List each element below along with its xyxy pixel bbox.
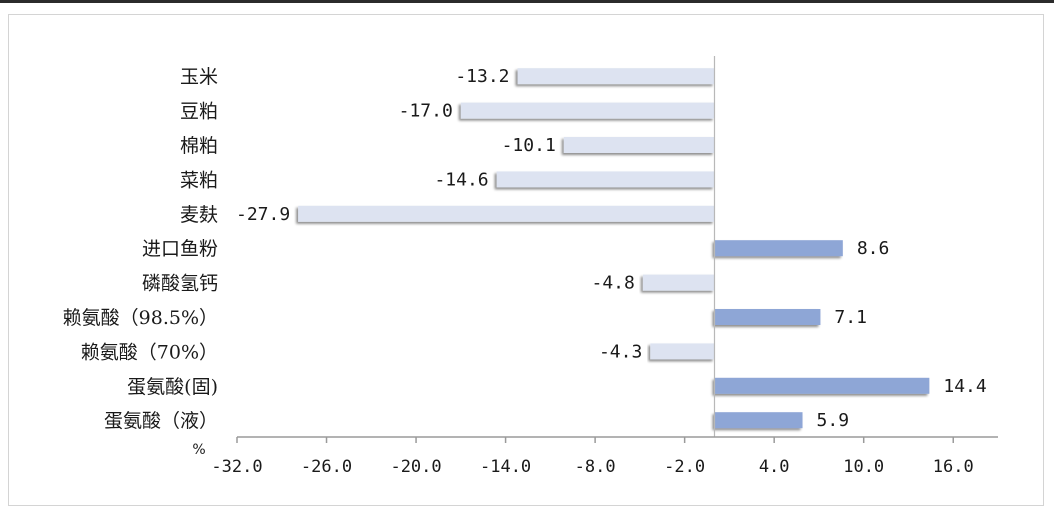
bar-0 [517,68,715,85]
x-tick-label: -20.0 [390,457,441,477]
category-label: 玉米 [180,66,218,88]
value-label: -27.9 [236,204,290,225]
category-label: 进口鱼粉 [142,238,218,260]
category-label: 豆粕 [180,101,218,123]
category-label: 赖氨酸（70%） [81,341,218,363]
category-label: 菜粕 [180,169,218,191]
category-label: 棉粕 [180,135,218,157]
category-label: 赖氨酸（98.5%） [63,307,218,329]
bars-group [298,68,930,429]
category-label: 麦麸 [180,204,218,226]
bar-8 [650,343,715,360]
bar-10 [714,412,803,429]
bar-7 [714,309,821,325]
x-tick-label: 4.0 [759,457,790,477]
bar-4 [298,205,715,222]
bar-1 [460,102,715,119]
x-tick-label: -32.0 [211,457,262,477]
value-label: -4.8 [592,273,635,294]
value-label: -13.2 [455,66,509,87]
value-label: 5.9 [817,410,850,431]
bar-2 [563,137,715,153]
value-label: -14.6 [434,169,488,190]
value-label: -10.1 [502,135,556,156]
value-label: 14.4 [943,376,986,397]
bar-9 [714,377,930,394]
top-rule [0,0,1054,3]
value-label: 8.6 [857,238,890,259]
value-label: 7.1 [834,307,867,328]
bar-3 [496,171,715,188]
labels-group: 玉米 -13.2 豆粕 -17.0 棉粕 -10.1 菜粕 -14.6 麦麸 -27.9 进口鱼粉 8… [63,66,987,432]
x-tick-label: 16.0 [933,457,974,477]
value-label: -17.0 [399,101,453,122]
value-label: -4.3 [599,341,642,362]
x-tick-label: -8.0 [575,457,616,477]
x-tick-label: 10.0 [843,457,884,477]
x-axis: -32.0 -26.0 -20.0 -14.0 -8.0 -2.0 4.0 10.0 16.0% [192,56,998,477]
bar-5 [714,240,843,257]
chart-frame [8,14,1044,506]
category-label: 磷酸氢钙 [142,273,218,295]
x-tick-label: -26.0 [301,457,352,477]
category-label: 蛋氨酸（液） [104,410,218,432]
x-tick-label: -2.0 [664,457,705,477]
unit-label: % [192,442,205,458]
category-label: 蛋氨酸(固) [127,376,218,398]
bar-6 [642,274,715,291]
x-tick-label: -14.0 [480,457,531,477]
